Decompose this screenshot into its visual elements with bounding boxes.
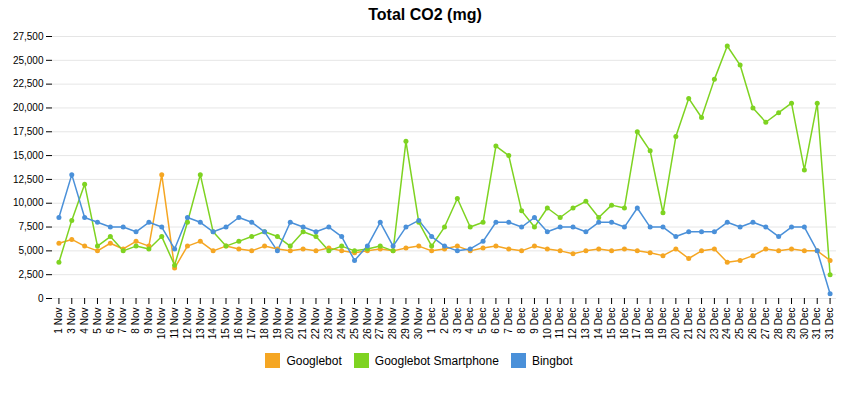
svg-text:15 Nov: 15 Nov bbox=[220, 308, 231, 340]
svg-text:4 Dec: 4 Dec bbox=[464, 308, 475, 334]
svg-text:25 Dec: 25 Dec bbox=[734, 308, 745, 340]
svg-text:5 Dec: 5 Dec bbox=[477, 308, 488, 334]
svg-text:29 Dec: 29 Dec bbox=[786, 308, 797, 340]
svg-text:10,000: 10,000 bbox=[13, 197, 44, 208]
svg-text:30 Nov: 30 Nov bbox=[413, 308, 424, 340]
svg-text:16 Nov: 16 Nov bbox=[233, 308, 244, 340]
svg-text:8 Nov: 8 Nov bbox=[130, 308, 141, 334]
svg-text:12 Nov: 12 Nov bbox=[182, 308, 193, 340]
svg-text:10 Nov: 10 Nov bbox=[156, 308, 167, 340]
svg-text:11 Nov: 11 Nov bbox=[169, 308, 180, 339]
svg-text:21 Nov: 21 Nov bbox=[297, 308, 308, 340]
svg-text:1 Nov: 1 Nov bbox=[53, 308, 64, 334]
svg-text:24 Nov: 24 Nov bbox=[336, 308, 347, 340]
svg-text:14 Nov: 14 Nov bbox=[207, 308, 218, 340]
svg-text:5,000: 5,000 bbox=[18, 245, 43, 256]
svg-text:23 Dec: 23 Dec bbox=[709, 308, 720, 340]
svg-text:3 Dec: 3 Dec bbox=[452, 308, 463, 334]
svg-text:13 Dec: 13 Dec bbox=[580, 308, 591, 340]
svg-text:4 Nov: 4 Nov bbox=[79, 308, 90, 334]
svg-text:12,500: 12,500 bbox=[13, 174, 44, 185]
svg-text:17 Nov: 17 Nov bbox=[246, 308, 257, 340]
svg-text:15 Dec: 15 Dec bbox=[606, 308, 617, 340]
svg-text:25 Nov: 25 Nov bbox=[349, 308, 360, 340]
svg-text:9 Dec: 9 Dec bbox=[529, 308, 540, 334]
svg-text:11 Dec: 11 Dec bbox=[554, 308, 565, 339]
svg-text:6 Dec: 6 Dec bbox=[490, 308, 501, 334]
svg-text:28 Dec: 28 Dec bbox=[773, 308, 784, 340]
svg-text:31 Dec: 31 Dec bbox=[824, 308, 835, 340]
svg-text:22 Nov: 22 Nov bbox=[310, 308, 321, 340]
svg-text:22 Dec: 22 Dec bbox=[696, 308, 707, 340]
svg-text:12 Dec: 12 Dec bbox=[567, 308, 578, 340]
svg-text:5 Nov: 5 Nov bbox=[92, 308, 103, 334]
svg-text:7,500: 7,500 bbox=[18, 221, 43, 232]
svg-text:13 Nov: 13 Nov bbox=[195, 308, 206, 340]
svg-text:9 Nov: 9 Nov bbox=[143, 308, 154, 334]
html-text:Bingbot: Bingbot bbox=[531, 353, 573, 368]
svg-text:27,500: 27,500 bbox=[13, 31, 44, 42]
svg-text:26 Nov: 26 Nov bbox=[362, 308, 373, 340]
svg-text:17,500: 17,500 bbox=[13, 126, 44, 137]
svg-text:28 Nov: 28 Nov bbox=[387, 308, 398, 340]
svg-text:30 Dec: 30 Dec bbox=[799, 308, 810, 340]
svg-text:31 Dec: 31 Dec bbox=[811, 308, 822, 340]
svg-text:7 Dec: 7 Dec bbox=[503, 308, 514, 334]
svg-text:27 Nov: 27 Nov bbox=[374, 308, 385, 340]
svg-text:25,000: 25,000 bbox=[13, 55, 44, 66]
svg-text:6 Nov: 6 Nov bbox=[105, 308, 116, 334]
svg-text:2 Dec: 2 Dec bbox=[439, 308, 450, 334]
html-text:Googlebot: Googlebot bbox=[286, 353, 342, 368]
svg-text:24 Dec: 24 Dec bbox=[721, 308, 732, 340]
svg-text:19 Dec: 19 Dec bbox=[657, 308, 668, 340]
svg-text:23 Nov: 23 Nov bbox=[323, 308, 334, 340]
svg-text:15,000: 15,000 bbox=[13, 150, 44, 161]
html-text:Total CO2 (mg): Total CO2 (mg) bbox=[368, 6, 482, 23]
svg-text:19 Nov: 19 Nov bbox=[272, 308, 283, 340]
svg-text:0: 0 bbox=[38, 293, 44, 304]
svg-text:18 Dec: 18 Dec bbox=[644, 308, 655, 340]
svg-text:14 Dec: 14 Dec bbox=[593, 308, 604, 340]
svg-text:7 Nov: 7 Nov bbox=[117, 308, 128, 334]
svg-text:17 Dec: 17 Dec bbox=[631, 308, 642, 340]
svg-text:21 Dec: 21 Dec bbox=[683, 308, 694, 340]
svg-text:10 Dec: 10 Dec bbox=[542, 308, 553, 340]
svg-text:3 Nov: 3 Nov bbox=[66, 308, 77, 334]
svg-text:2,500: 2,500 bbox=[18, 269, 43, 280]
svg-text:20 Nov: 20 Nov bbox=[284, 308, 295, 340]
svg-text:20 Dec: 20 Dec bbox=[670, 308, 681, 340]
svg-text:22,500: 22,500 bbox=[13, 78, 44, 89]
svg-text:8 Dec: 8 Dec bbox=[516, 308, 527, 334]
svg-text:16 Dec: 16 Dec bbox=[619, 308, 630, 340]
svg-text:20,000: 20,000 bbox=[13, 102, 44, 113]
svg-text:26 Dec: 26 Dec bbox=[747, 308, 758, 340]
svg-text:1 Dec: 1 Dec bbox=[426, 308, 437, 334]
svg-text:27 Dec: 27 Dec bbox=[760, 308, 771, 340]
html-text:Googlebot Smartphone: Googlebot Smartphone bbox=[374, 353, 499, 368]
svg-text:18 Nov: 18 Nov bbox=[259, 308, 270, 340]
svg-text:29 Nov: 29 Nov bbox=[400, 308, 411, 340]
